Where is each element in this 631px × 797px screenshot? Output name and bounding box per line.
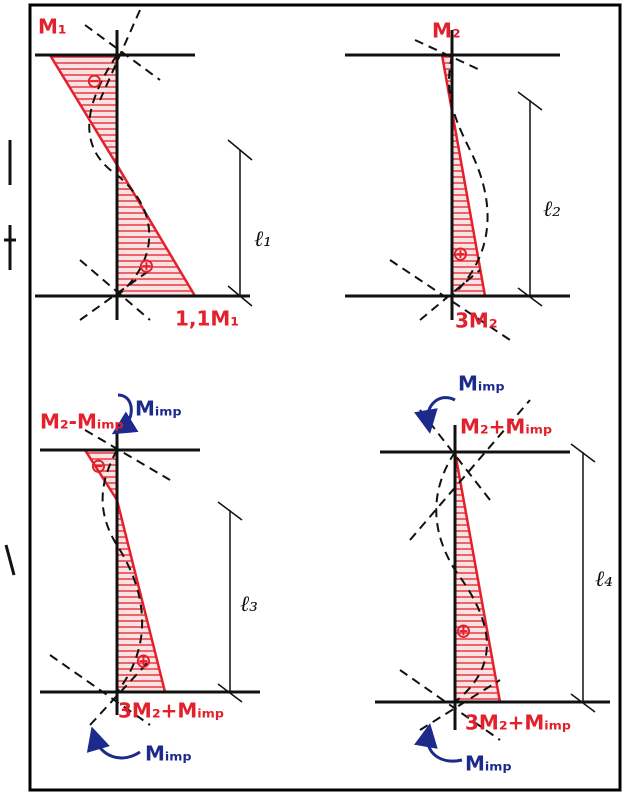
moment-label: 3M₂+Mᵢₘₚ [118,699,224,723]
rotation-lines [399,399,531,741]
applied-moment-arrow [111,393,139,435]
moment-label: M₂+Mᵢₘₚ [460,415,553,439]
rotation-lines [49,429,171,726]
moment-label: 3M₂+Mᵢₘₚ [465,711,571,735]
panel: Mᵢₘₚ M₂+Mᵢₘₚ ⊕ ℓ₄ 3M₂+Mᵢₘₚ Mᵢₘₚ [375,372,613,776]
edge-marks [4,140,16,576]
deflected-shape [448,54,489,297]
sign: ⊕ [452,242,469,266]
deflected-shape [101,449,144,693]
sign: ⊖ [86,69,103,93]
length-label: ℓ₂ [543,197,561,222]
applied-moment: Mᵢₘₚ [135,397,182,421]
moment-label: M₁ [38,15,67,39]
rotation-lines [389,39,511,341]
length-label: ℓ₁ [254,227,272,252]
frame [28,3,622,792]
applied-moment-arrow [414,396,456,434]
applied-moment: Mᵢₘₚ [145,742,192,766]
deflected-shape [88,54,151,297]
length-label: ℓ₃ [240,592,258,617]
dimension-ticks [570,443,596,713]
applied-moment: Mᵢₘₚ [458,372,505,396]
moment-label: M₂ [432,19,461,43]
panel: M₂ ⊕ ℓ₂ 3M₂ [345,19,570,341]
deflected-shape [435,451,488,703]
sign: ⊕ [135,649,152,673]
panel: M₁ ⊖ ⊕ ℓ₁ 1,1M₁ [35,9,272,331]
applied-moment-arrow [86,726,141,760]
dimension-ticks [517,91,543,307]
length-label: ℓ₄ [595,567,613,592]
dimension-ticks [227,139,253,307]
dimension-ticks [217,501,243,703]
applied-moment-arrow [414,723,463,763]
moment-label: 1,1M₁ [175,307,239,331]
moment-diagram [453,451,502,704]
sign: ⊖ [90,454,107,478]
panel: Mᵢₘₚ M₂-Mᵢₘₚ ⊖ ⊕ ℓ₃ 3M₂+Mᵢₘₚ Mᵢₘₚ [40,393,260,766]
applied-moment: Mᵢₘₚ [465,752,512,776]
sign: ⊕ [138,254,155,278]
moment-label: M₂-Mᵢₘₚ [40,410,124,434]
moment-label: 3M₂ [455,309,498,333]
sign: ⊕ [455,619,472,643]
rotation-lines [79,9,161,321]
